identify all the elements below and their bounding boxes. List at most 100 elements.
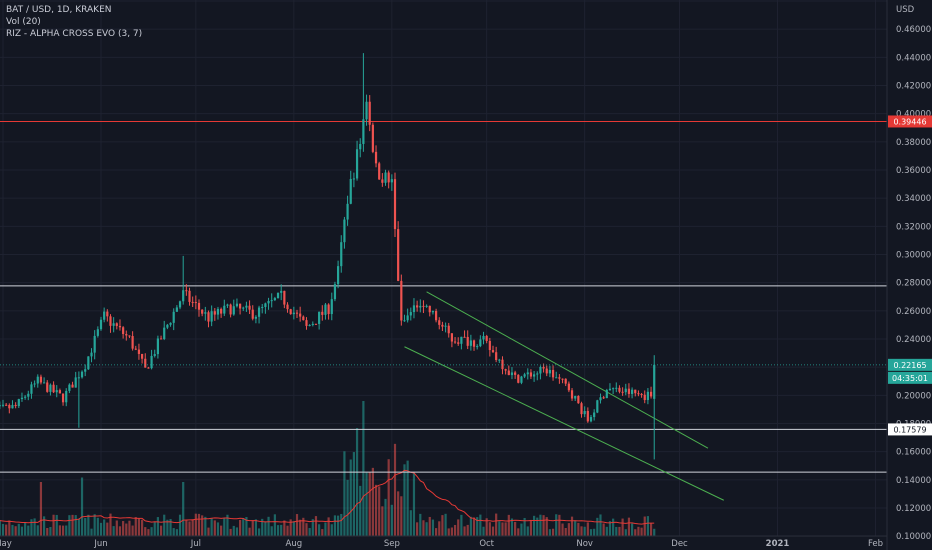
- volume-bar: [216, 522, 220, 536]
- candle-body: [352, 178, 356, 180]
- volume-bar: [150, 527, 153, 536]
- candle-body: [30, 384, 33, 394]
- candle-body: [419, 305, 422, 308]
- volume-bar: [194, 513, 197, 536]
- candle-body: [248, 305, 251, 310]
- candle-body: [238, 303, 242, 309]
- volume-bar: [254, 519, 258, 536]
- candle-body: [270, 300, 273, 302]
- y-tick-label: 0.12000: [896, 504, 931, 514]
- volume-bar: [321, 529, 324, 536]
- candle-body: [324, 304, 327, 315]
- volume-bar: [270, 526, 273, 536]
- candle-body: [346, 203, 349, 220]
- candle-body: [235, 303, 239, 307]
- candle-body: [27, 393, 30, 397]
- volume-bar: [403, 464, 406, 536]
- volume-bar: [441, 515, 444, 536]
- volume-bar: [137, 518, 141, 536]
- candle-body: [150, 355, 153, 369]
- candle-body: [378, 163, 381, 180]
- symbol-label[interactable]: BAT / USD, 1D, KRAKEN: [6, 5, 112, 15]
- candle-body: [191, 301, 194, 303]
- candle-body: [131, 336, 134, 349]
- candle-body: [504, 369, 507, 371]
- x-axis-ticks: May Jun Jul Aug Sep Oct Nov Dec 2021 Feb: [0, 539, 883, 549]
- candle-body: [649, 391, 653, 397]
- red-level-tag-bg: [888, 115, 932, 128]
- candle-body: [314, 323, 318, 325]
- candle-body: [542, 367, 545, 369]
- y-tick-label: 0.10000: [896, 532, 931, 542]
- volume-bar: [20, 526, 24, 536]
- candle-body: [482, 335, 485, 340]
- channel-lower-line[interactable]: [404, 346, 724, 501]
- volume-bar: [178, 514, 182, 536]
- volume-bar: [220, 525, 223, 536]
- volume-bar: [485, 518, 488, 536]
- candle-body: [425, 305, 428, 307]
- candle-body: [501, 359, 504, 370]
- volume-bar: [409, 510, 412, 536]
- candle-body: [223, 305, 226, 314]
- candle-body: [365, 101, 368, 120]
- volume-bar: [517, 528, 520, 536]
- volume-bar: [125, 523, 128, 536]
- volume-bar: [529, 519, 533, 536]
- candle-body: [308, 324, 311, 326]
- candle-body: [24, 396, 27, 398]
- volume-bar: [299, 519, 302, 536]
- y-tick-label: 0.26000: [896, 307, 931, 317]
- candle-body: [548, 369, 552, 374]
- volume-bar: [251, 520, 254, 536]
- volume-bar: [77, 518, 80, 536]
- volume-bar: [46, 528, 49, 536]
- volume-bar: [336, 515, 340, 536]
- candle-body: [397, 229, 400, 281]
- candle-body: [536, 373, 539, 375]
- volume-bar: [273, 514, 276, 536]
- volume-bar: [653, 528, 656, 536]
- volume-bar: [210, 518, 213, 536]
- candle-body: [49, 384, 52, 392]
- volume-ma-line: [0, 469, 655, 525]
- volume-bar: [539, 514, 542, 536]
- volume-bar: [637, 526, 640, 536]
- volume-bar: [412, 472, 416, 536]
- x-tick-label: May: [0, 539, 12, 549]
- candle-body: [479, 339, 482, 347]
- volume-indicator-label[interactable]: Vol (20): [6, 17, 41, 27]
- candle-body: [333, 284, 337, 300]
- volume-bar: [74, 515, 77, 536]
- candle-body: [283, 290, 286, 305]
- candle-body: [514, 372, 517, 375]
- horizontal-levels[interactable]: [0, 120, 887, 473]
- candle-body: [523, 374, 526, 377]
- candle-body: [299, 313, 302, 317]
- candle-body: [163, 327, 166, 340]
- y-tick-label: 0.16000: [896, 448, 931, 458]
- volume-bar: [229, 528, 232, 536]
- price-axis[interactable]: [887, 0, 932, 550]
- candle-body: [96, 329, 99, 336]
- volume-bar: [311, 519, 314, 536]
- volume-bar: [434, 528, 438, 536]
- volume-bar: [52, 514, 55, 536]
- channel-upper-line[interactable]: [426, 291, 709, 449]
- candle-body: [371, 124, 374, 152]
- candle-body: [125, 334, 128, 336]
- candle-body: [74, 377, 77, 388]
- volume-bar: [450, 527, 454, 536]
- chart-legend: BAT / USD, 1D, KRAKEN Vol (20) RIZ - ALP…: [6, 4, 142, 40]
- trend-channel[interactable]: [404, 291, 724, 501]
- volume-bar: [640, 527, 643, 536]
- volume-bar: [232, 525, 235, 536]
- support-level-tag: 0.17579: [893, 425, 926, 434]
- volume-bar: [374, 484, 378, 536]
- candle-body: [400, 280, 403, 321]
- volume-bar: [400, 496, 403, 536]
- x-tick-label: Dec: [671, 539, 688, 549]
- riz-indicator-label[interactable]: RIZ - ALPHA CROSS EVO (3, 7): [6, 29, 143, 39]
- candle-body: [156, 338, 160, 355]
